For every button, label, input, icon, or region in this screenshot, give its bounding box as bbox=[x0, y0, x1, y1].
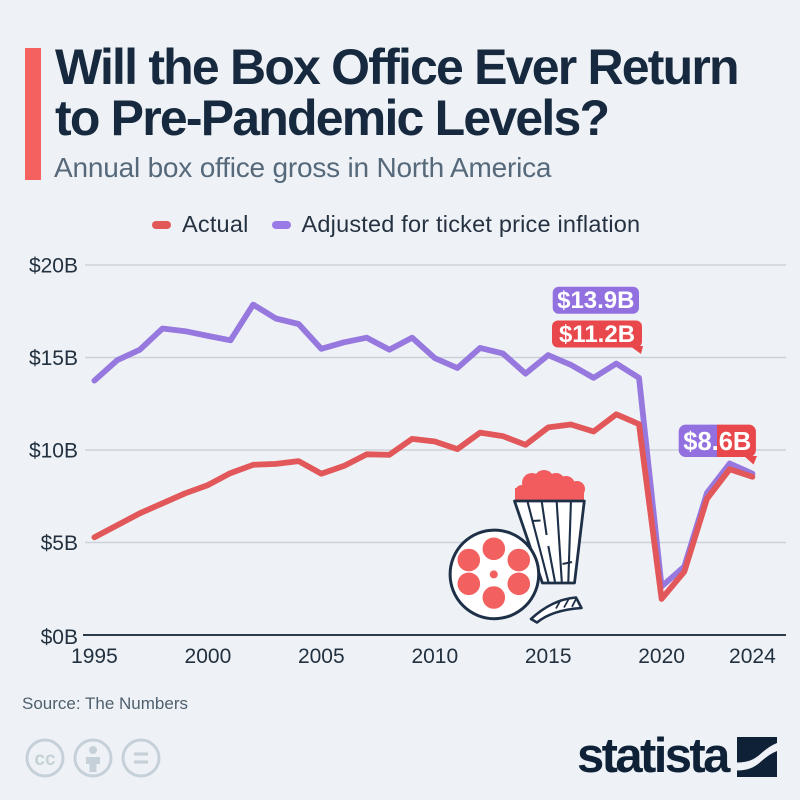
svg-text:$11.2B: $11.2B bbox=[559, 321, 635, 348]
svg-text:2010: 2010 bbox=[411, 645, 458, 668]
svg-text:2000: 2000 bbox=[185, 645, 232, 668]
svg-text:$5B: $5B bbox=[41, 532, 78, 555]
svg-text:2024: 2024 bbox=[729, 645, 776, 668]
svg-text:cc: cc bbox=[34, 749, 56, 770]
svg-text:$20B: $20B bbox=[29, 255, 78, 278]
svg-text:$10B: $10B bbox=[29, 440, 78, 463]
svg-text:2020: 2020 bbox=[638, 645, 685, 668]
svg-text:$13.9B: $13.9B bbox=[557, 287, 634, 314]
svg-text:$0B: $0B bbox=[41, 626, 78, 649]
svg-text:$8.6B: $8.6B bbox=[683, 428, 751, 456]
svg-text:$15B: $15B bbox=[29, 347, 78, 370]
svg-text:2015: 2015 bbox=[525, 645, 572, 668]
svg-text:2005: 2005 bbox=[298, 645, 345, 668]
svg-text:1995: 1995 bbox=[71, 645, 118, 668]
